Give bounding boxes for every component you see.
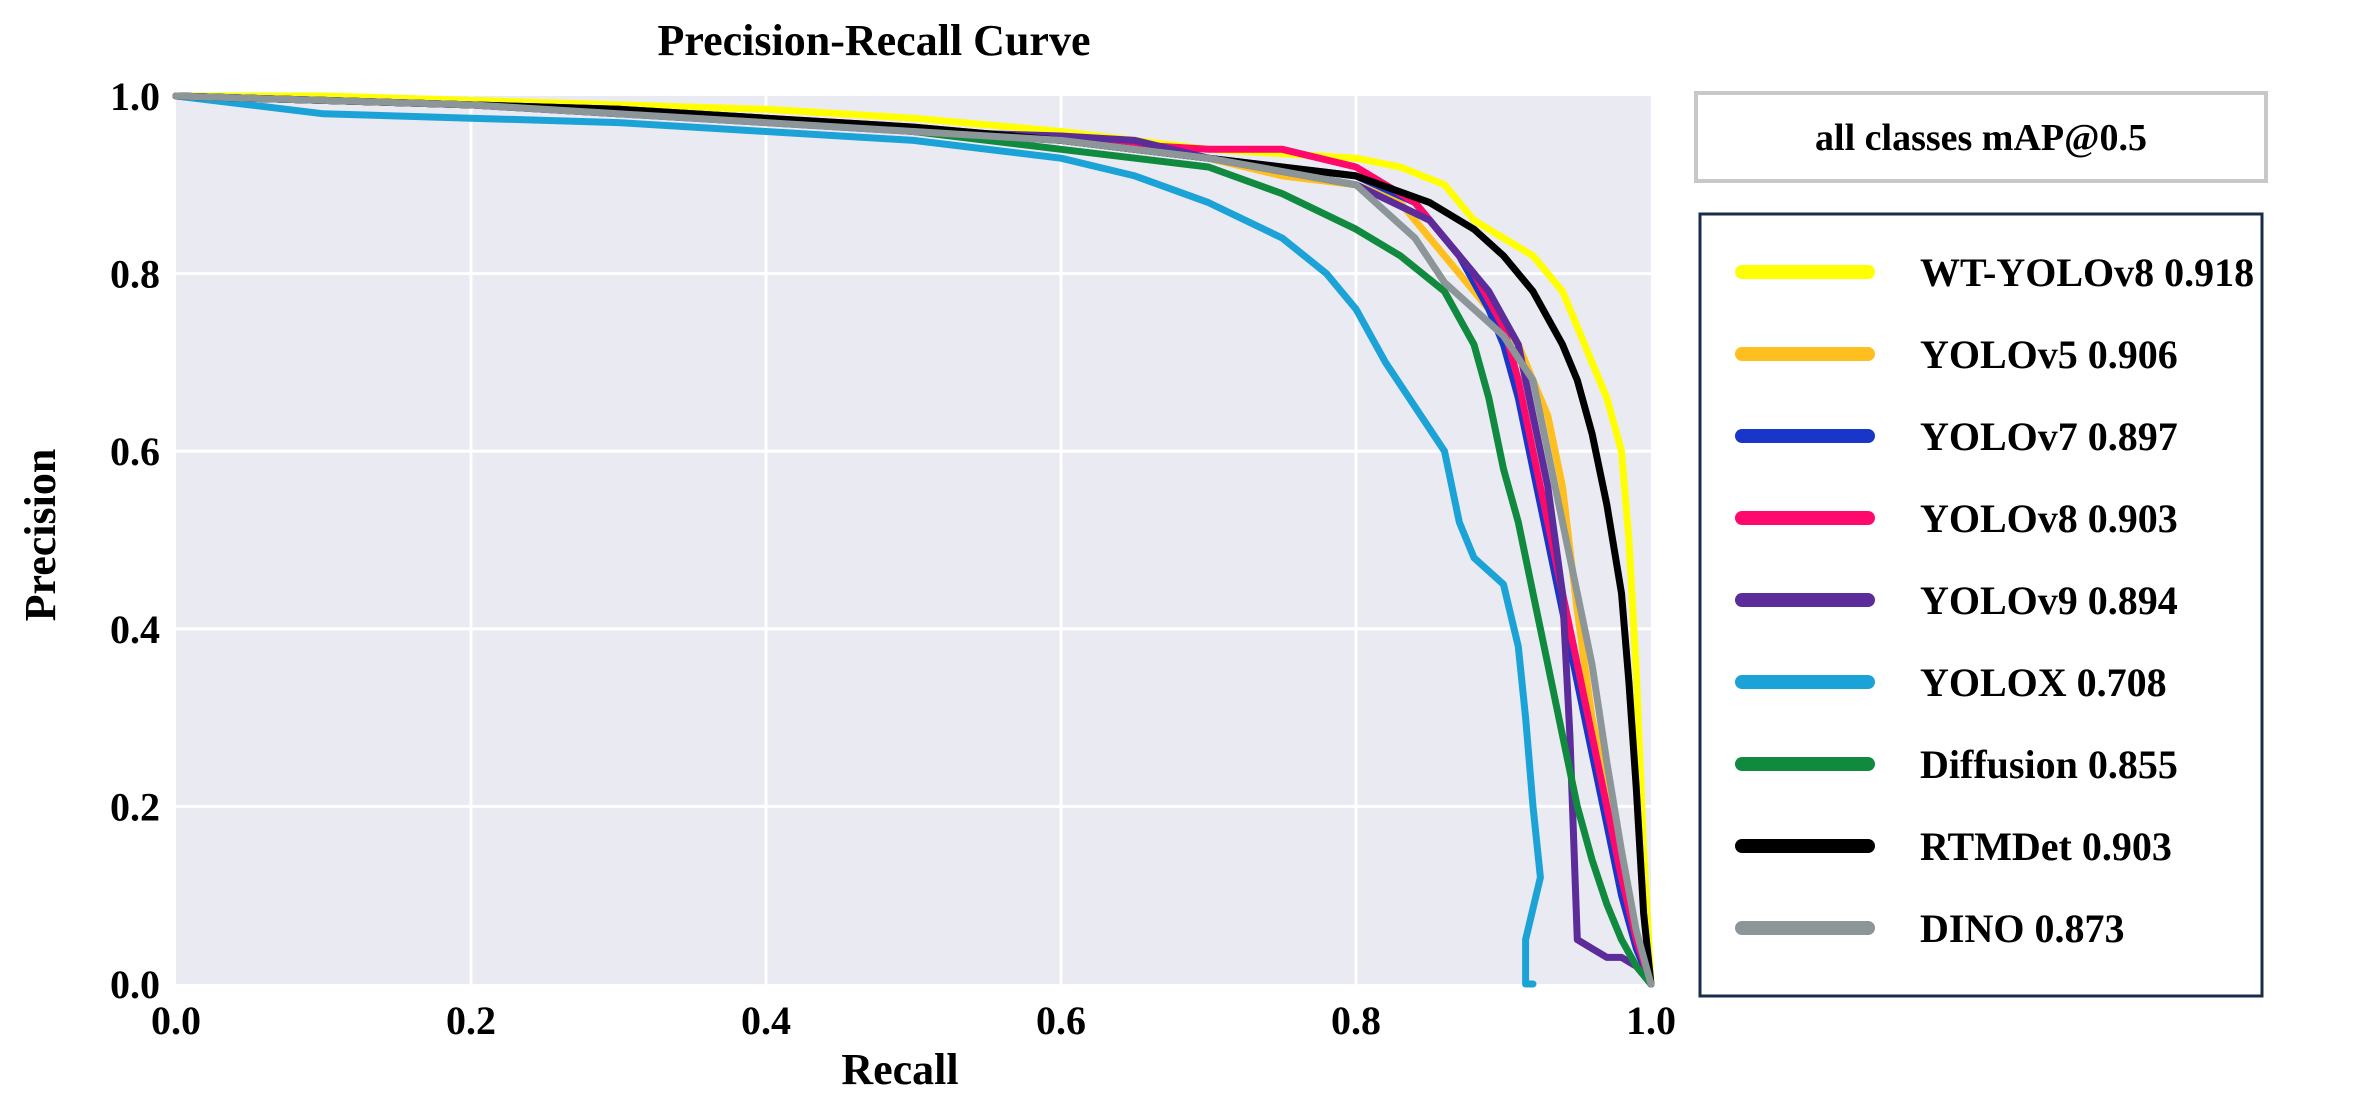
legend-label: WT-YOLOv8 0.918 bbox=[1920, 250, 2254, 295]
series-line-yolox bbox=[172, 92, 1544, 988]
legend-label: YOLOv9 0.894 bbox=[1920, 578, 2178, 623]
y-axis-label: Precision bbox=[16, 449, 65, 622]
legend-title: all classes mAP@0.5 bbox=[1815, 117, 2147, 159]
legend-label: RTMDet 0.903 bbox=[1920, 824, 2172, 869]
grid-lines bbox=[176, 96, 1651, 984]
y-tick-label: 0.6 bbox=[110, 429, 160, 474]
y-tick-label: 0.0 bbox=[110, 962, 160, 1007]
y-tick-label: 1.0 bbox=[110, 74, 160, 119]
y-tick-label: 0.2 bbox=[110, 784, 160, 829]
legend-label: YOLOv7 0.897 bbox=[1920, 414, 2178, 459]
plot-area bbox=[176, 96, 1651, 984]
legend-label: Diffusion 0.855 bbox=[1920, 742, 2178, 787]
series-line-wt-yolov8 bbox=[172, 92, 1655, 988]
legend-label: YOLOX 0.708 bbox=[1920, 660, 2167, 705]
x-tick-label: 0.8 bbox=[1331, 998, 1381, 1043]
chart-title: Precision-Recall Curve bbox=[658, 16, 1091, 65]
legend-label: YOLOv8 0.903 bbox=[1920, 496, 2178, 541]
legend-title-box: all classes mAP@0.5 bbox=[1694, 91, 2268, 183]
series-line-dino bbox=[172, 92, 1655, 988]
axis-ticks: 0.0 0.2 0.4 0.6 0.8 1.0 0.0 0.2 0.4 0.6 0.8 1.0 bbox=[110, 74, 1676, 1043]
x-tick-label: 0.0 bbox=[151, 998, 201, 1043]
x-tick-label: 0.6 bbox=[1036, 998, 1086, 1043]
legend: WT-YOLOv8 0.918 YOLOv5 0.906 YOLOv7 0.897 Y… bbox=[1698, 212, 2264, 998]
y-tick-label: 0.4 bbox=[110, 607, 160, 652]
x-tick-label: 0.4 bbox=[741, 998, 791, 1043]
series-lines bbox=[172, 92, 1655, 988]
y-tick-label: 0.8 bbox=[110, 252, 160, 297]
legend-title-frame bbox=[1694, 91, 2268, 183]
x-tick-label: 1.0 bbox=[1626, 998, 1676, 1043]
legend-label: DINO 0.873 bbox=[1920, 906, 2124, 951]
x-axis-label: Recall bbox=[841, 1045, 958, 1094]
x-tick-label: 0.2 bbox=[446, 998, 496, 1043]
series-line-rtmdet bbox=[172, 92, 1655, 988]
legend-label: YOLOv5 0.906 bbox=[1920, 332, 2178, 377]
